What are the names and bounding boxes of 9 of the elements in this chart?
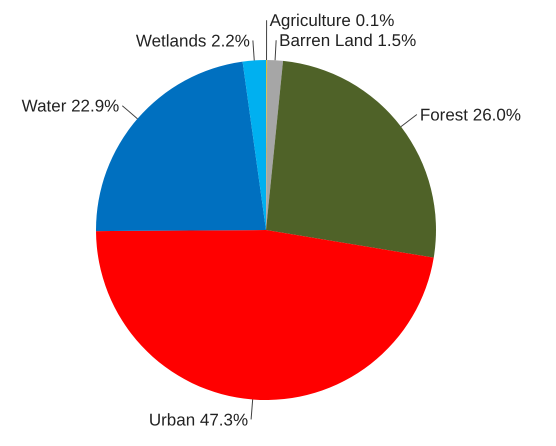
slice-label: Water 22.9% (22, 96, 120, 116)
pie-slice (242, 60, 266, 230)
slice-label: Barren Land 1.5% (279, 31, 416, 50)
pie-slice (96, 230, 434, 400)
slice-label: Agriculture 0.1% (270, 11, 394, 30)
pie-slice (266, 60, 284, 230)
slice-label: Forest 26.0% (420, 105, 521, 124)
slice-label: Wetlands 2.2% (136, 31, 250, 50)
slice-label: Urban 47.3% (148, 410, 248, 430)
